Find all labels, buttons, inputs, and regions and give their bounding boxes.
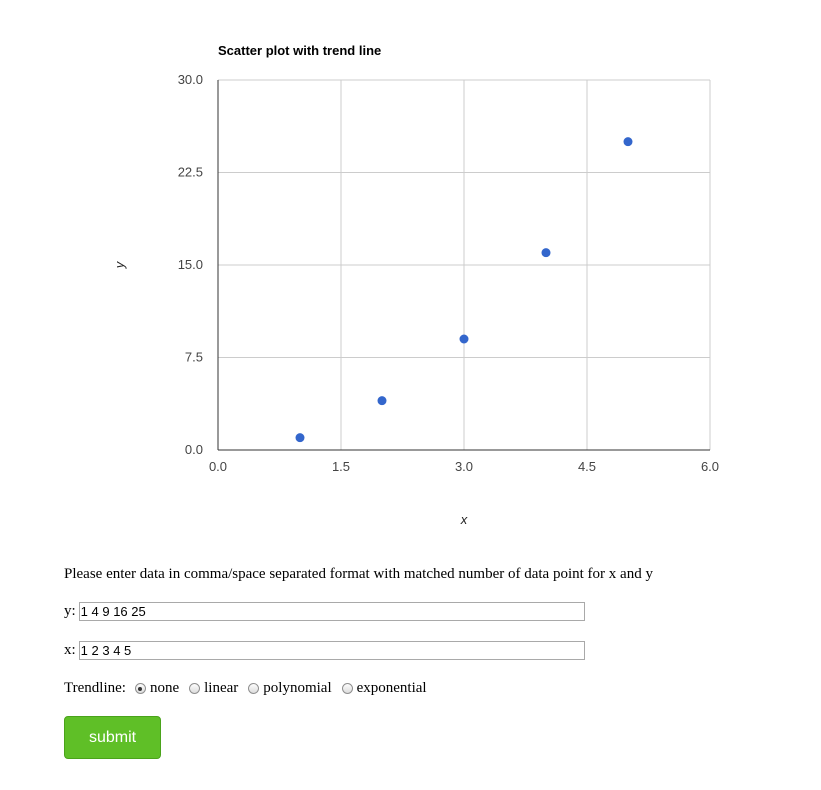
x-tick-label: 0.0 — [209, 459, 227, 474]
trendline-option-polynomial[interactable]: polynomial — [248, 680, 332, 697]
y-tick-label: 30.0 — [178, 72, 203, 87]
x-field-row: x: — [64, 639, 585, 661]
data-point — [459, 334, 469, 344]
data-point — [295, 433, 305, 443]
y-tick-label: 0.0 — [185, 442, 203, 457]
radio-polynomial-label: polynomial — [263, 680, 332, 696]
x-tick-label: 1.5 — [332, 459, 350, 474]
radio-exponential[interactable] — [341, 683, 353, 694]
y-tick-label: 15.0 — [178, 257, 203, 272]
y-axis-title: y — [112, 260, 127, 269]
trendline-option-linear[interactable]: linear — [189, 680, 238, 697]
trendline-option-none[interactable]: none — [134, 680, 180, 697]
y-tick-label: 7.5 — [185, 350, 203, 365]
data-point — [623, 137, 633, 147]
x-tick-label: 4.5 — [578, 459, 596, 474]
y-field-row: y: — [64, 600, 585, 622]
radio-exponential-label: exponential — [356, 680, 427, 696]
data-point — [541, 248, 551, 258]
x-tick-label: 3.0 — [455, 459, 473, 474]
radio-none-label: none — [149, 680, 180, 696]
submit-button[interactable]: submit — [64, 716, 161, 759]
radio-polynomial[interactable] — [248, 683, 260, 694]
instructions-text: Please enter data in comma/space separat… — [64, 566, 653, 582]
x-tick-label: 6.0 — [701, 459, 719, 474]
radio-linear[interactable] — [189, 683, 201, 694]
data-point — [377, 396, 387, 406]
chart-axes — [217, 80, 710, 451]
data-points — [295, 137, 633, 443]
chart-grid — [218, 79, 711, 450]
radio-linear-label: linear — [204, 680, 239, 696]
trendline-label: Trendline: — [64, 680, 126, 696]
x-field-label: x: — [64, 641, 76, 658]
x-values-input[interactable] — [78, 640, 585, 660]
trendline-option-exponential[interactable]: exponential — [341, 680, 427, 697]
y-values-input[interactable] — [78, 601, 585, 621]
radio-none[interactable] — [134, 683, 146, 694]
x-axis-title: x — [460, 512, 468, 527]
trendline-selector: Trendline: none linear polynomial expone… — [64, 680, 437, 697]
y-field-label: y: — [64, 602, 76, 619]
y-tick-label: 22.5 — [178, 165, 203, 180]
tick-labels: 0.0 1.5 3.0 4.5 6.0 0.0 7.5 15.0 22.5 30.0 — [178, 72, 719, 474]
scatter-chart: Scatter plot with trend line 0.0 1.5 3.0 4.… — [112, 43, 719, 527]
chart-title: Scatter plot with trend line — [218, 43, 381, 58]
